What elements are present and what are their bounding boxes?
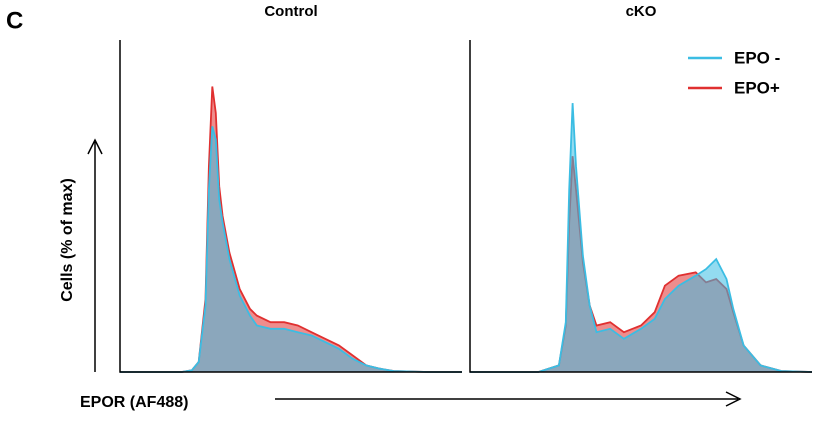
- y-arrow-head: [87, 138, 103, 155]
- panel-label: C: [6, 7, 23, 34]
- legend-label: EPO -: [734, 48, 780, 67]
- line: [120, 126, 462, 373]
- panel-title: cKO: [626, 3, 657, 20]
- legend-label: EPO+: [734, 78, 780, 97]
- x-axis-label: EPOR (AF488): [80, 394, 188, 411]
- panel-title: Control: [264, 3, 317, 20]
- x-arrow-head: [725, 391, 742, 407]
- area: [120, 126, 462, 372]
- area: [470, 103, 812, 372]
- area: [120, 86, 462, 372]
- axis-frame: [469, 40, 812, 373]
- axis-frame: [119, 40, 462, 373]
- y-axis-label: Cells (% of max): [59, 178, 76, 302]
- line: [470, 103, 813, 373]
